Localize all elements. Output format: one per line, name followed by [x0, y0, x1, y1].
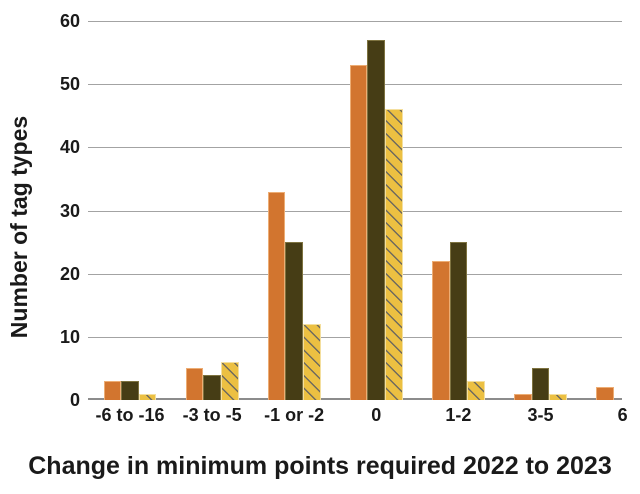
y-tick-label: 50 [59, 74, 80, 95]
plot-area [88, 21, 622, 400]
bar-yellow-diagonal-hatch [467, 381, 485, 400]
x-category-label: 1-2 [445, 405, 472, 425]
y-tick-label: 40 [59, 137, 80, 158]
y-axis-title: Number of tag types [6, 115, 32, 339]
y-tick-label: 0 [69, 390, 80, 410]
bar-yellow-diagonal-hatch [549, 393, 567, 400]
bar-dark-olive-solid [367, 39, 386, 400]
bar-yellow-diagonal-hatch [303, 324, 321, 400]
bar-dark-olive-solid [203, 374, 221, 400]
bar-yellow-diagonal-hatch [385, 109, 403, 400]
x-category-label: -1 or -2 [264, 405, 325, 425]
bar-dark-olive-solid [449, 242, 468, 400]
x-category-label: -6 to -16 [95, 405, 165, 425]
bar-group [431, 242, 485, 400]
bar-orange-solid [514, 393, 532, 400]
x-axis-title: Change in minimum points required 2022 t… [28, 452, 612, 480]
bar-group [596, 387, 622, 400]
y-tick-label: 30 [59, 200, 80, 221]
x-category-label: 3-5 [527, 405, 554, 425]
x-category-label: 0 [371, 405, 382, 425]
bar-dark-olive-solid [531, 368, 550, 400]
bar-orange-solid [267, 191, 286, 400]
bar-yellow-diagonal-hatch [220, 362, 239, 400]
y-tick-label: 60 [59, 11, 80, 31]
bar-orange-solid [431, 261, 450, 400]
bar-orange-solid [349, 65, 368, 400]
y-tick-label: 10 [59, 326, 80, 347]
gridline [88, 21, 622, 22]
bar-orange-solid [185, 368, 204, 400]
bar-dark-olive-solid [121, 381, 139, 400]
bar-orange-solid [596, 387, 614, 400]
bar-orange-solid [103, 381, 122, 400]
bar-dark-olive-solid [285, 242, 303, 400]
bar-group [185, 362, 239, 400]
bar-group [349, 39, 403, 400]
bar-group [514, 368, 567, 400]
x-category-label: 6 [617, 405, 628, 425]
bar-group [267, 191, 321, 400]
bar-group [103, 381, 157, 400]
y-tick-label: 20 [59, 263, 80, 284]
bar-yellow-diagonal-hatch [138, 393, 157, 400]
x-category-label: -3 to -5 [182, 405, 242, 425]
